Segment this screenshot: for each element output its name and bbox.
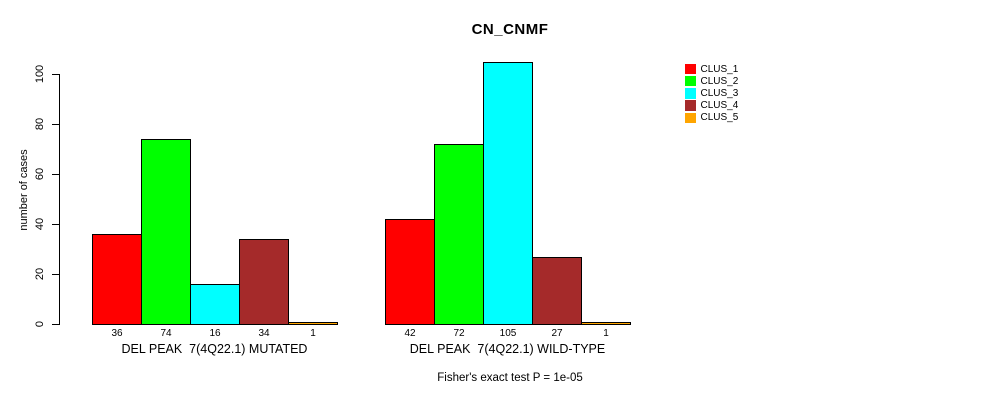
bar-clus_5-mutated [288, 321, 338, 325]
bar-clus_1-mutated [92, 234, 142, 325]
chart-title: CN_CNMF [471, 21, 549, 38]
bar-value-label: 34 [258, 328, 270, 339]
y-tick-label: 20 [34, 267, 46, 281]
y-tick-label: 60 [34, 167, 46, 181]
bar-clus_2-mutated [141, 139, 191, 325]
bar-value-label: 1 [603, 328, 609, 339]
bar-value-label: 16 [209, 328, 221, 339]
bar-clus_2-wild-type [434, 144, 484, 325]
y-tick-label: 80 [34, 117, 46, 131]
legend-item-clus_1: CLUS_1 [685, 63, 738, 75]
bar-value-label: 36 [111, 328, 123, 339]
bar-value-label: 1 [310, 328, 316, 339]
y-tick-mark [52, 324, 59, 325]
bar-clus_4-mutated [239, 239, 289, 325]
y-tick-mark [52, 274, 59, 275]
legend: CLUS_1 CLUS_2 CLUS_3 CLUS_4 CLUS_5 [685, 63, 738, 124]
legend-swatch-icon [685, 75, 696, 87]
bar-clus_3-mutated [190, 284, 240, 325]
bar-value-label: 105 [499, 328, 517, 339]
legend-swatch-icon [685, 88, 696, 99]
legend-label: CLUS_5 [700, 112, 739, 124]
y-tick-mark [52, 224, 59, 225]
bar-value-label: 74 [160, 328, 172, 339]
legend-label: CLUS_2 [700, 75, 739, 87]
legend-item-clus_2: CLUS_2 [685, 75, 738, 87]
y-tick-mark [52, 124, 59, 125]
y-axis-line [59, 74, 60, 325]
y-tick-label: 100 [34, 64, 46, 84]
legend-swatch-icon [685, 100, 696, 111]
bar-clus_4-wild-type [532, 256, 582, 325]
y-tick-mark [52, 74, 59, 75]
x-group-label-wild-type: DEL PEAK 7(4Q22.1) WILD-TYPE [409, 342, 606, 356]
y-tick-mark [52, 174, 59, 175]
bar-clus_3-wild-type [483, 61, 533, 325]
y-tick-label: 0 [34, 320, 46, 328]
legend-swatch-icon [685, 63, 696, 75]
legend-swatch-icon [685, 112, 696, 123]
bar-value-label: 72 [453, 328, 465, 339]
bar-clus_1-wild-type [385, 219, 435, 325]
legend-label: CLUS_1 [700, 63, 739, 75]
legend-item-clus_4: CLUS_4 [685, 100, 738, 112]
legend-item-clus_5: CLUS_5 [685, 112, 738, 124]
legend-label: CLUS_3 [700, 87, 739, 99]
fishers-test-annotation: Fisher's exact test P = 1e-05 [437, 372, 583, 384]
y-tick-label: 40 [34, 217, 46, 231]
legend-label: CLUS_4 [700, 100, 739, 112]
bar-value-label: 42 [404, 328, 416, 339]
bar-value-label: 27 [551, 328, 563, 339]
bar-clus_5-wild-type [581, 321, 631, 325]
x-group-label-mutated: DEL PEAK 7(4Q22.1) MUTATED [121, 342, 308, 356]
y-axis-label: number of cases [18, 149, 30, 231]
legend-item-clus_3: CLUS_3 [685, 87, 738, 99]
